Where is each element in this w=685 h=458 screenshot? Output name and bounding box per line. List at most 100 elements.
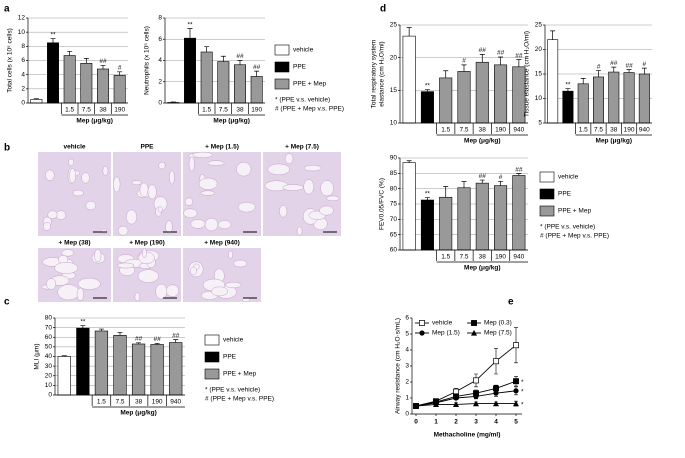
error-bar	[550, 30, 556, 40]
point	[453, 395, 459, 401]
alveolus	[184, 197, 193, 206]
bar	[623, 72, 635, 124]
significance-label: ##	[497, 50, 505, 57]
y-tick-label: 50	[45, 344, 53, 351]
error-bar	[498, 56, 504, 65]
legend-note: * (PPE v.s. vehicle)	[205, 387, 260, 394]
error-bar	[61, 355, 67, 357]
bar	[57, 356, 71, 396]
bar	[80, 63, 93, 104]
significance-label: **	[425, 82, 431, 89]
alveolus	[267, 163, 290, 175]
bar	[439, 196, 453, 251]
x-tick-label: 190	[495, 254, 506, 261]
significance-label: #	[597, 63, 601, 70]
legend-label: Mep (0.3)	[484, 320, 512, 327]
point	[493, 400, 499, 407]
significance-label: **	[50, 31, 56, 38]
legend-marker	[471, 329, 477, 336]
alveolus	[296, 226, 303, 236]
alveolus	[61, 249, 75, 257]
alveolus	[94, 248, 102, 263]
significance-label: ##	[99, 58, 107, 65]
alveolus	[192, 151, 213, 158]
y-tick-label: 25	[535, 22, 543, 29]
bar	[184, 37, 196, 104]
series-line	[415, 403, 516, 407]
error-bar	[100, 65, 106, 69]
point	[493, 390, 499, 396]
alveolus	[47, 210, 58, 219]
series-line	[415, 380, 517, 407]
alveolus	[131, 180, 142, 185]
alveolus	[45, 169, 55, 181]
significance-label: **	[565, 81, 571, 88]
x-tick-label: 7.5	[82, 107, 91, 114]
bar	[420, 199, 434, 251]
alveolus	[142, 247, 147, 259]
x-tick-label: 38	[135, 399, 143, 406]
bar	[200, 51, 213, 104]
x-tick-label: 7.5	[594, 127, 603, 134]
significance-label: ##	[610, 60, 618, 67]
alveolus	[279, 205, 288, 218]
y-tick-label: 10	[45, 382, 53, 389]
error-bar	[117, 71, 123, 76]
alveolus	[77, 277, 101, 290]
legend-label: PPE + Mep	[558, 208, 591, 215]
image-label: + Mep (190)	[129, 240, 165, 247]
x-tick-label: 38	[479, 254, 487, 261]
x-tick-label: 940	[513, 127, 524, 134]
x-tick-label: 2	[454, 419, 458, 426]
error-bar	[479, 54, 485, 63]
point	[513, 400, 519, 407]
legend-swatch	[274, 44, 290, 56]
y-axis-label: FEV0.05/FVC (%)	[379, 178, 386, 230]
alveolus	[319, 205, 334, 216]
error-bar	[461, 181, 467, 188]
y-tick-label: 0	[48, 392, 52, 399]
x-tick-label: 38	[99, 107, 107, 114]
y-tick-label: 0	[405, 411, 409, 418]
alveolus	[155, 283, 168, 300]
y-axis-label: Total cells (x 10⁵ cells)	[7, 28, 14, 92]
bar	[420, 91, 434, 124]
y-tick-label: 70	[390, 216, 398, 223]
x-tick-label: 190	[114, 107, 125, 114]
alveolus	[57, 284, 80, 301]
x-tick-label: 190	[152, 399, 163, 406]
legend-label: PPE	[293, 64, 307, 71]
y-tick-label: 0	[158, 100, 162, 107]
y-axis-label: Neutrophils (x 10⁵ cells)	[144, 26, 151, 95]
alveolus	[218, 220, 232, 230]
error-bar	[611, 66, 617, 73]
x-axis-label: Methacholine (mg/ml)	[434, 432, 501, 439]
bar	[402, 162, 416, 251]
y-axis-label: Total respiratory system	[371, 40, 378, 109]
bar	[113, 335, 127, 396]
y-tick-label: 5	[538, 120, 542, 127]
y-tick-label: 10	[535, 95, 543, 102]
y-tick-label: 1	[405, 395, 409, 402]
bar	[250, 76, 263, 104]
legend-swatch	[204, 334, 220, 346]
y-tick-label: 15	[535, 71, 543, 78]
alveolus	[117, 262, 135, 269]
alveolus	[138, 251, 155, 265]
x-tick-label: 1.5	[97, 399, 106, 406]
panel-label: c	[4, 297, 10, 308]
significance-label: ##	[135, 336, 143, 343]
alveolus	[190, 266, 197, 276]
legend-note: # (PPE + Mep v.s. PPE)	[275, 106, 344, 113]
image-label: + Mep (38)	[59, 240, 91, 247]
bar	[131, 343, 146, 396]
bar	[494, 185, 508, 251]
legend-note: * (PPE v.s. vehicle)	[275, 97, 330, 104]
alveolus	[117, 225, 129, 236]
alveolus	[81, 172, 90, 184]
alveolus	[157, 206, 163, 213]
alveolus	[100, 228, 108, 234]
y-tick-label: 20	[390, 54, 398, 61]
y-tick-label: 90	[390, 155, 398, 162]
x-tick-label: 1.5	[65, 107, 74, 114]
